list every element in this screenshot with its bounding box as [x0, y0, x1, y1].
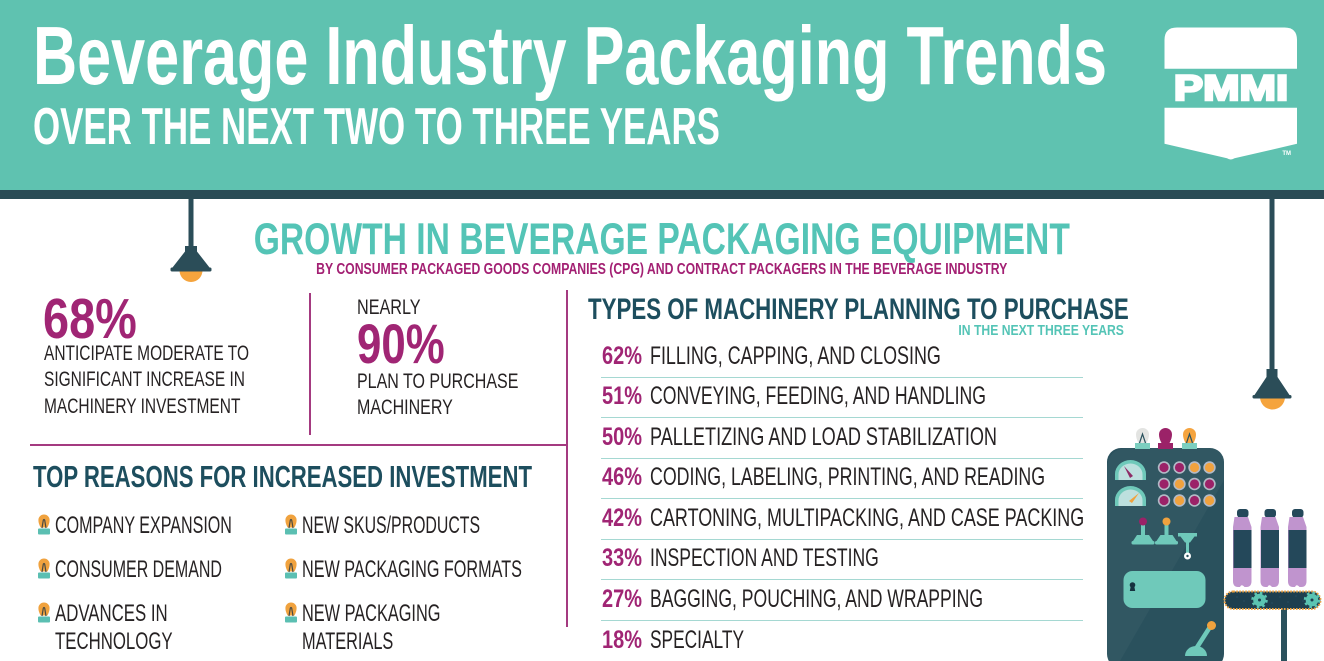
svg-text:PMMI: PMMI [1174, 69, 1288, 108]
svg-text:TM: TM [1282, 151, 1291, 157]
